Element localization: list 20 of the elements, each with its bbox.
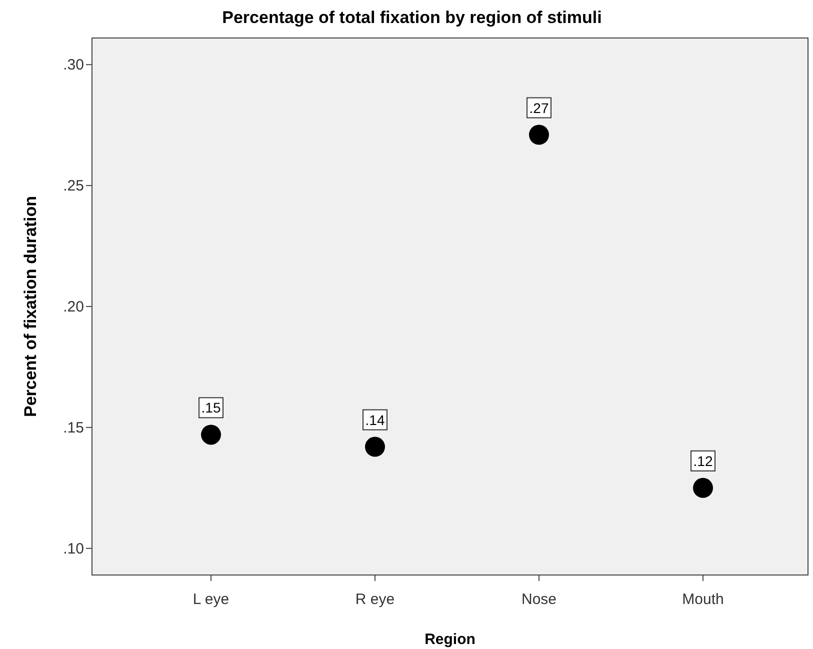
data-label: .15 (201, 400, 221, 416)
y-tick-label: .10 (63, 540, 84, 558)
data-label: .12 (693, 452, 713, 469)
y-tick-label: .20 (63, 298, 84, 316)
y-axis-title: Percent of fixation duration (21, 196, 40, 418)
point (529, 124, 549, 145)
y-tick-label: .30 (63, 56, 84, 74)
point (365, 436, 385, 457)
data-label: .14 (365, 412, 385, 428)
data-label: .27 (529, 100, 549, 116)
y-tick-label: .25 (63, 178, 84, 195)
chart-title: Percentage of total fixation by region of stimuli (222, 8, 602, 27)
x-tick-label: Mouth (682, 591, 724, 608)
x-tick-label: Nose (521, 591, 557, 608)
x-axis-title: Region (424, 631, 476, 648)
y-tick-label: .15 (63, 419, 84, 436)
x-tick-label: R eye (355, 591, 395, 608)
point (201, 424, 221, 445)
point (693, 478, 713, 498)
x-tick-label: L eye (192, 591, 230, 608)
